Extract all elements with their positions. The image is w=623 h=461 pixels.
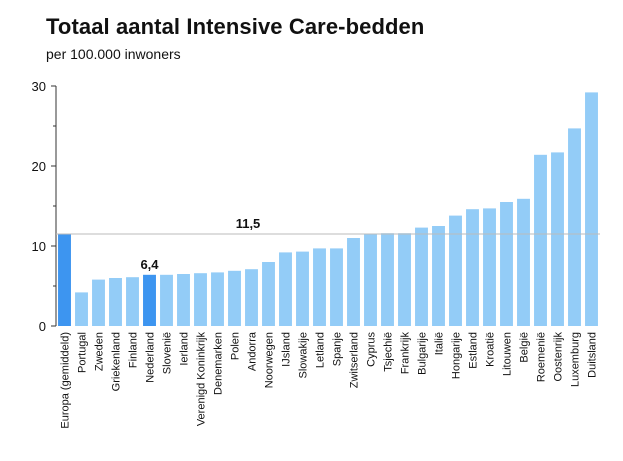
x-tick-label: Zweden — [94, 332, 106, 371]
bar-nederland — [143, 274, 156, 326]
bar-kroati- — [483, 208, 496, 326]
x-tick-label: Cyprus — [366, 332, 378, 367]
x-tick-label: Verenigd Koninkrijk — [196, 332, 208, 427]
bar-oostenrijk — [551, 152, 564, 326]
x-tick-label: Portugal — [77, 332, 89, 373]
x-tick-label: Oostenrijk — [553, 332, 565, 382]
bar-tsjechi- — [381, 233, 394, 326]
bar-cyprus — [364, 234, 377, 326]
bar-litouwen — [500, 202, 513, 326]
x-tick-label: Denemarken — [213, 332, 225, 395]
x-tick-label: Zwitserland — [349, 332, 361, 388]
x-tick-label: Frankrijk — [400, 332, 412, 375]
bar-ierland — [177, 274, 190, 326]
bar-duitsland — [585, 92, 598, 327]
bar-sloveni- — [160, 274, 173, 326]
x-tick-label: Spanje — [332, 332, 344, 366]
x-tick-label: Bulgarije — [417, 332, 429, 375]
x-tick-label: Ierland — [179, 332, 191, 366]
bar-luxemburg — [568, 128, 581, 326]
chart-title: Totaal aantal Intensive Care-bedden — [46, 14, 425, 39]
bar-denemarken — [211, 272, 224, 326]
bar-spanje — [330, 248, 343, 326]
x-tick-label: Europa (gemiddeld) — [60, 332, 72, 429]
x-tick-label: Roemenië — [536, 332, 548, 382]
x-tick-label: Slovenië — [162, 332, 174, 374]
bar-letland — [313, 248, 326, 326]
bar-polen — [228, 270, 241, 326]
x-tick-label: Andorra — [247, 331, 259, 371]
x-tick-label: België — [519, 332, 531, 363]
x-tick-label: Letland — [315, 332, 327, 368]
x-tick-label: Griekenland — [111, 332, 123, 391]
bar-ijsland — [279, 252, 292, 326]
x-tick-label: Finland — [128, 332, 140, 368]
x-tick-label: Hongarije — [451, 332, 463, 379]
bar-griekenland — [109, 278, 122, 326]
x-tick-label: Luxemburg — [570, 332, 582, 387]
x-tick-label: Slowakije — [298, 332, 310, 378]
chart-subtitle: per 100.000 inwoners — [46, 46, 181, 62]
bar-frankrijk — [398, 233, 411, 326]
bar-europa-gemiddeld- — [58, 234, 71, 326]
bar-portugal — [75, 292, 88, 326]
average-reference-label: 11,5 — [236, 216, 261, 231]
bar-zweden — [92, 279, 105, 326]
y-tick-label: 30 — [32, 79, 46, 94]
bar-itali- — [432, 226, 445, 326]
bar-estland — [466, 209, 479, 326]
x-tick-label: Kroatië — [485, 332, 497, 367]
x-tick-label: IJsland — [281, 332, 293, 367]
x-tick-label: Polen — [230, 332, 242, 360]
x-tick-label: Litouwen — [502, 332, 514, 376]
x-tick-label: Noorwegen — [264, 332, 276, 388]
bar-belgi- — [517, 198, 530, 326]
bar-hongarije — [449, 215, 462, 326]
bar-zwitserland — [347, 238, 360, 326]
x-tick-label: Nederland — [145, 332, 157, 383]
bar-roemeni- — [534, 154, 547, 326]
x-tick-label: Italië — [434, 332, 446, 355]
x-tick-label: Tsjechië — [383, 332, 395, 372]
y-tick-label: 20 — [32, 159, 46, 174]
x-tick-label: Estland — [468, 332, 480, 369]
y-tick-label: 10 — [32, 239, 46, 254]
bar-slowakije — [296, 251, 309, 326]
bar-verenigd-koninkrijk — [194, 273, 207, 326]
bar-noorwegen — [262, 262, 275, 326]
y-tick-label: 0 — [39, 319, 46, 334]
bar-finland — [126, 277, 139, 326]
bar-bulgarije — [415, 227, 428, 326]
data-label: 6,4 — [140, 257, 159, 272]
bar-andorra — [245, 269, 258, 326]
x-tick-label: Duitsland — [587, 332, 599, 378]
